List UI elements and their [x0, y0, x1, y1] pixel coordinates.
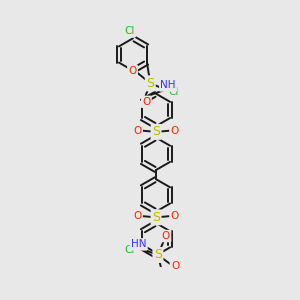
Text: NH: NH [160, 80, 176, 90]
Text: S: S [152, 125, 160, 138]
Text: Cl: Cl [124, 26, 135, 36]
Text: O: O [170, 126, 179, 136]
Text: HN: HN [131, 239, 146, 249]
Text: Cl: Cl [125, 245, 135, 255]
Text: O: O [134, 126, 142, 136]
Text: S: S [146, 77, 154, 90]
Text: O: O [170, 211, 179, 221]
Text: S: S [152, 211, 160, 224]
Text: O: O [142, 97, 151, 107]
Text: Cl: Cl [169, 87, 179, 97]
Text: S: S [154, 248, 162, 262]
Text: O: O [171, 261, 179, 271]
Text: O: O [128, 66, 136, 76]
Text: O: O [134, 211, 142, 221]
Text: O: O [162, 231, 170, 241]
